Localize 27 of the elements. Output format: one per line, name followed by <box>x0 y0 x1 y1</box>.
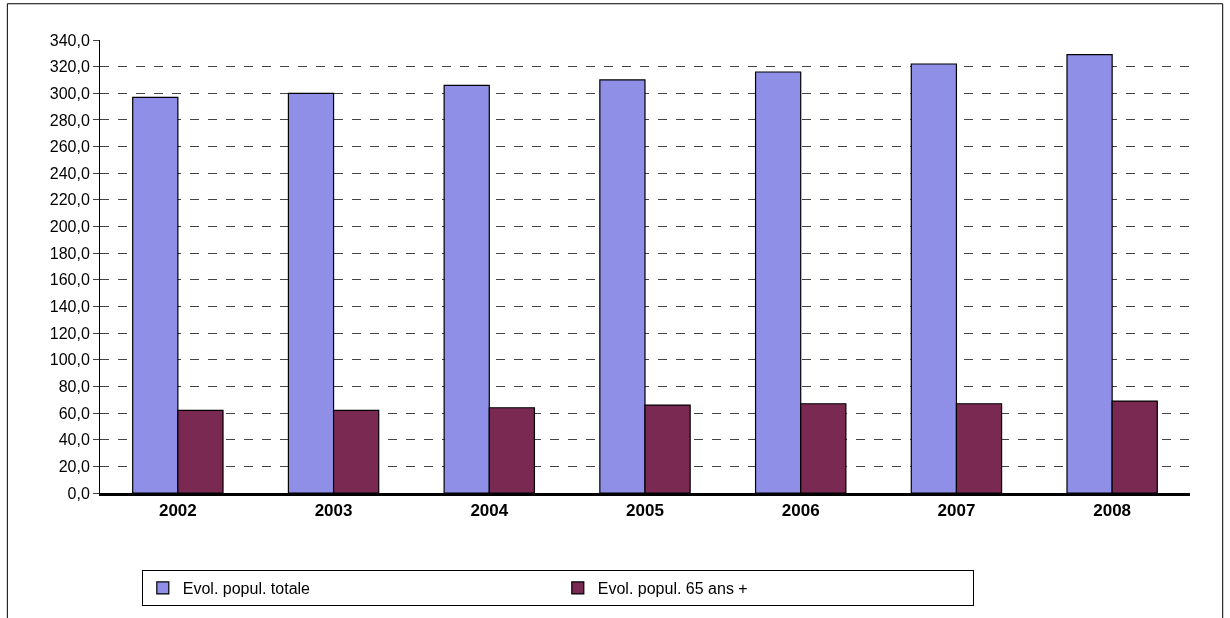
y-tick-label: 0,0 <box>67 484 90 502</box>
y-tick-label: 100,0 <box>49 351 90 369</box>
x-tick-label: 2008 <box>1093 501 1132 521</box>
y-tick-label: 240,0 <box>49 164 90 182</box>
y-tick-label: 340,0 <box>49 31 90 49</box>
y-tick-label: 140,0 <box>49 298 90 316</box>
y-tick-label: 220,0 <box>49 191 90 209</box>
y-tick-label: 160,0 <box>49 271 90 289</box>
x-tick-label: 2002 <box>158 501 197 521</box>
y-tick-label: 300,0 <box>49 84 90 102</box>
y-tick-label: 40,0 <box>58 431 90 449</box>
y-tick-label: 200,0 <box>49 218 90 236</box>
legend-label: Evol. popul. totale <box>182 580 311 598</box>
x-tick-label: 2006 <box>781 501 820 521</box>
y-tick-label: 180,0 <box>49 244 90 262</box>
y-tick-label: 280,0 <box>49 111 90 129</box>
x-tick-label: 2005 <box>626 501 664 521</box>
x-tick-label: 2003 <box>314 501 353 521</box>
x-tick-label: 2004 <box>470 501 509 521</box>
y-tick-label: 120,0 <box>49 324 90 342</box>
y-tick-label: 20,0 <box>58 457 90 475</box>
y-tick-label: 260,0 <box>49 138 90 156</box>
x-tick-label: 2007 <box>937 501 976 521</box>
legend-label: Evol. popul. 65 ans + <box>597 580 748 598</box>
y-tick-label: 60,0 <box>58 404 90 422</box>
y-tick-label: 320,0 <box>49 58 90 76</box>
y-tick-label: 80,0 <box>58 378 90 396</box>
